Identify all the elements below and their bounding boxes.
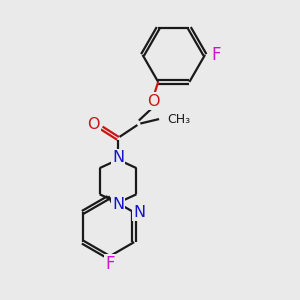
Text: N: N bbox=[112, 150, 124, 165]
Text: O: O bbox=[148, 94, 160, 109]
Text: CH₃: CH₃ bbox=[167, 112, 190, 126]
Text: O: O bbox=[87, 117, 100, 132]
Text: F: F bbox=[212, 46, 221, 64]
Text: F: F bbox=[105, 255, 115, 273]
Text: N: N bbox=[134, 205, 146, 220]
Text: N: N bbox=[112, 197, 124, 212]
